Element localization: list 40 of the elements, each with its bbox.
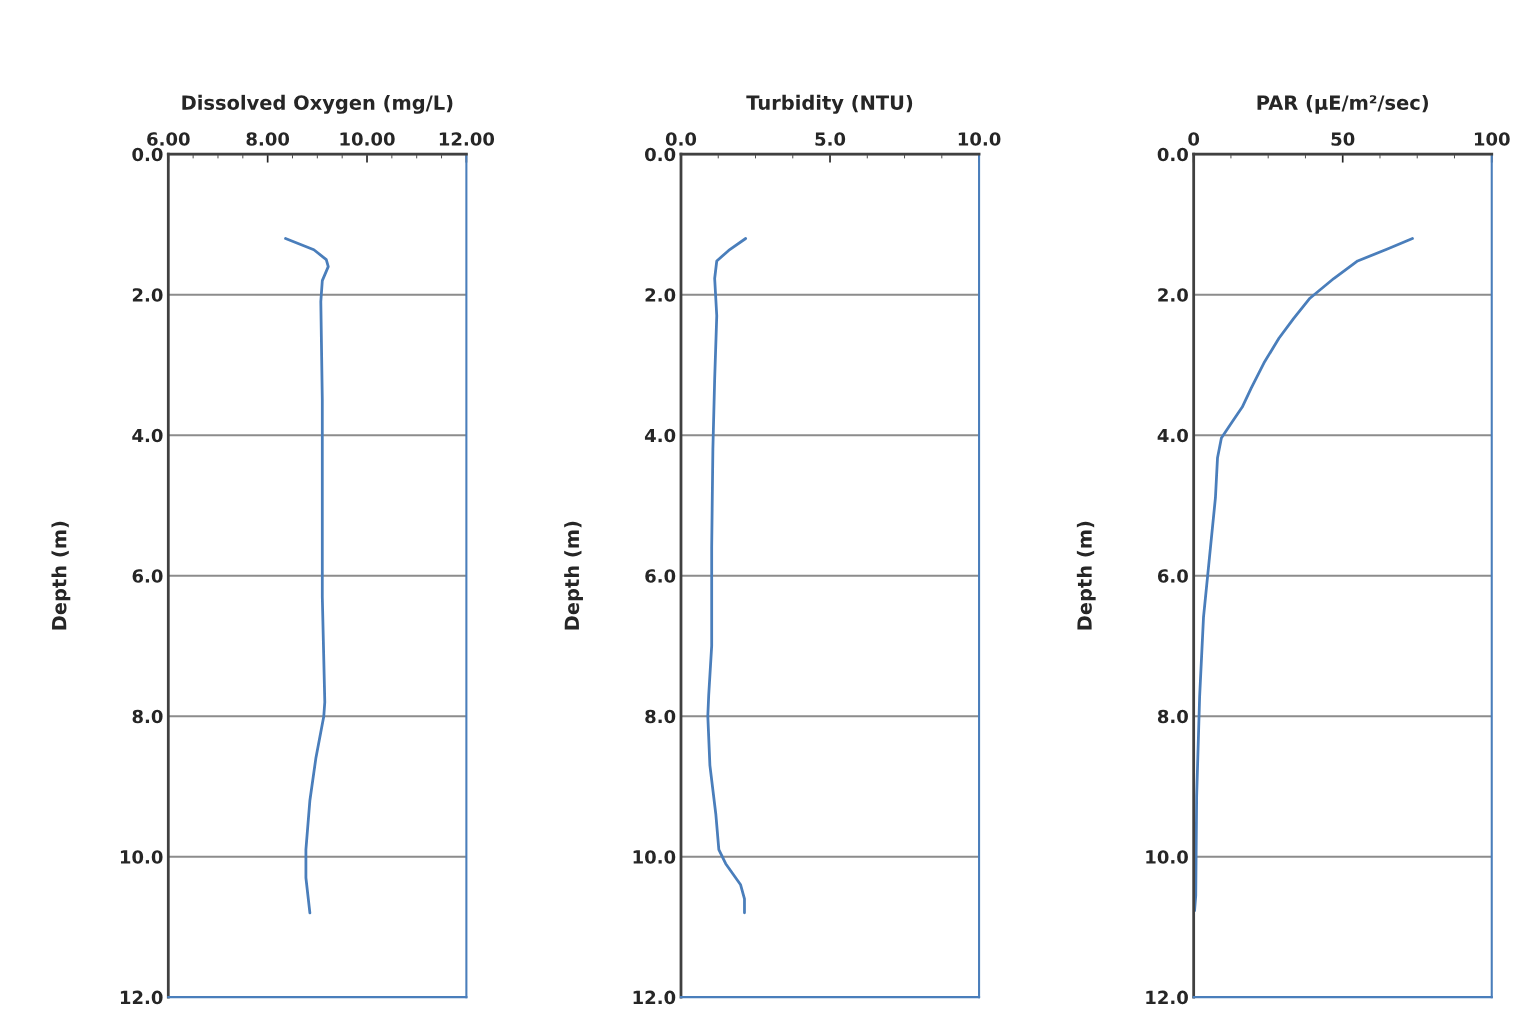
- line-series: [706, 237, 748, 915]
- y-tick-label: 12.0: [120, 990, 163, 1005]
- x-tick-label: 50: [1331, 132, 1355, 146]
- y-tick-label: 10.0: [633, 850, 676, 864]
- x-tick-label: 100: [1474, 132, 1510, 146]
- y-tick-label: 12.0: [633, 990, 676, 1005]
- y-tick-label: 6.0: [645, 569, 676, 583]
- x-axis-title: Dissolved Oxygen (mg/L): [182, 94, 453, 114]
- x-tick-label: 0.0: [665, 132, 697, 146]
- line-series: [1193, 237, 1414, 913]
- y-tick-label: 10.0: [120, 850, 163, 864]
- y-tick-label: 8.0: [1157, 709, 1188, 724]
- x-tick-label: 10.00: [340, 132, 395, 146]
- y-tick-label: 2.0: [1158, 288, 1188, 302]
- y-tick-label: 12.0: [1146, 990, 1188, 1005]
- y-tick-label: 8.0: [132, 709, 163, 724]
- y-tick-label: 0.0: [132, 147, 163, 162]
- y-tick-label: 4.0: [644, 428, 676, 443]
- x-tick-label: 12.00: [439, 132, 495, 146]
- line-series: [284, 237, 330, 915]
- y-tick-label: 4.0: [132, 428, 163, 443]
- y-tick-label: 10.0: [1146, 850, 1188, 864]
- y-axis-title: Depth (m): [1076, 521, 1096, 630]
- x-tick-label: 0: [1188, 132, 1200, 146]
- y-tick-label: 2.0: [645, 288, 676, 302]
- y-tick-label: 6.0: [132, 569, 163, 583]
- y-axis-title: Depth (m): [51, 521, 71, 630]
- x-tick-label: 6.00: [147, 132, 190, 146]
- x-axis-title: PAR (µE/m²/sec): [1257, 94, 1428, 114]
- y-tick-label: 6.0: [1157, 569, 1188, 583]
- x-tick-label: 5.0: [815, 132, 846, 146]
- y-tick-label: 2.0: [132, 288, 163, 302]
- x-tick-label: 10.0: [958, 132, 1001, 146]
- y-axis-title: Depth (m): [564, 521, 583, 630]
- x-tick-label: 8.00: [246, 132, 290, 146]
- y-tick-label: 4.0: [1157, 428, 1188, 443]
- y-tick-label: 8.0: [645, 709, 676, 724]
- y-tick-label: 0.0: [645, 147, 676, 162]
- y-tick-label: 0.0: [1157, 147, 1188, 162]
- x-axis-title: Turbidity (NTU): [746, 94, 913, 114]
